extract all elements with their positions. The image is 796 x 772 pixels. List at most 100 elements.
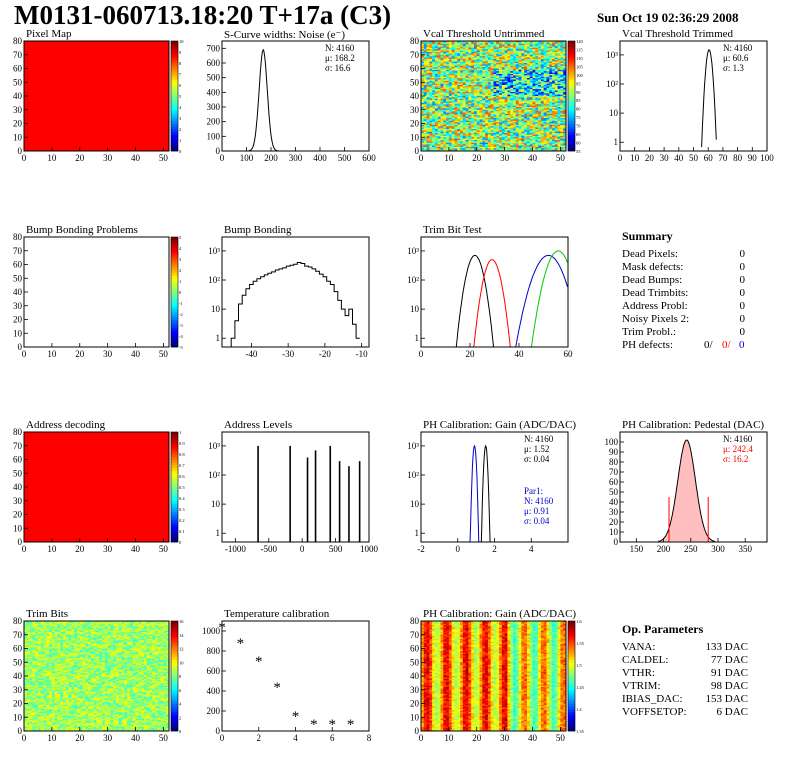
params-label: VTHR: [622,667,655,679]
histogram-line [248,48,279,152]
scale-label: 0.2 [179,518,185,523]
y-tick-label: 800 [207,646,221,656]
x-tick-label: 10 [47,153,57,163]
scatter-point: * [292,709,300,725]
scale-label: 2 [179,127,181,132]
plot-ph-gain-map: 1.35 1.4 1.45 1.5 1.55 1.6 0 10 20 30 40 50 0 10 20 30 4… [410,616,585,743]
stats-text: μ: 168.2 [325,53,355,63]
stats-text-par1: μ: 0.91 [524,506,549,516]
scale-label: 9 [179,50,182,55]
y-tick-label: 10 [609,108,619,118]
x-tick-label: 6 [330,733,335,743]
plot-scurve-noise: 0 100 200 300 400 500 600 0 100 200 300 400 500 600 70… [207,40,376,163]
scale-label: 1.5 [576,663,582,668]
params-label: CALDEL: [622,654,669,666]
x-tick-label: 20 [75,349,85,359]
ph-defects-red: 0/ [722,339,731,351]
scale-label: 55 [576,149,581,154]
x-tick-label: 30 [660,153,670,163]
y-tick-label: 1 [415,333,420,343]
x-tick-label: 40 [131,349,141,359]
x-tick-label: 50 [159,544,169,554]
stats-text: σ: 16.2 [723,454,748,464]
scale-label: -5 [179,345,183,350]
x-tick-label: 40 [515,349,525,359]
params-row: VANA: 133 DAC [622,641,762,654]
histogram-line [658,439,715,542]
y-tick-label: 10 [13,132,23,142]
plot-trim-bits: 0 2 4 6 8 10 12 14 16 0 10 20 30 40 50 0 10 20 30 40 50 60 70 8… [13,616,184,743]
y-tick-label: 80 [410,36,420,46]
plot-frame [221,431,370,543]
scale-label: 4 [179,702,182,707]
stats-text: μ: 60.6 [723,53,749,63]
scale-label: 6 [179,688,182,693]
x-tick-label: 40 [131,153,141,163]
y-tick-label: 30 [13,105,23,115]
x-tick-label: 600 [362,153,376,163]
x-tick-label: 10 [47,349,57,359]
scale-label: 3 [179,257,182,262]
y-tick-label: 80 [410,616,420,626]
plot-title: Temperature calibration [224,608,330,620]
y-tick-label: 100 [605,437,619,447]
params-row: VOFFSETOP: 6 DAC [622,706,762,719]
x-tick-label: -1000 [225,544,246,554]
x-tick-label: 400 [313,153,327,163]
scale-label: -4 [179,334,183,339]
summary-row: Trim Probl.: 0 [622,326,762,339]
params-row: VTHR: 91 DAC [622,667,762,680]
stats-text: μ: 1.52 [524,444,549,454]
stats-text-par1: N: 4160 [524,496,554,506]
plot-title: Bump Bonding [224,224,292,236]
x-tick-label: 40 [131,544,141,554]
x-tick-label: 100 [760,153,774,163]
y-tick-label: 80 [13,232,23,242]
x-tick-label: 90 [748,153,758,163]
x-tick-label: 60 [704,153,714,163]
heatmap-fill [24,432,169,542]
y-tick-label: 40 [609,497,619,507]
x-tick-label: 50 [159,733,169,743]
x-tick-label: -40 [245,349,257,359]
x-tick-label: 0 [300,544,305,554]
x-tick-label: 40 [674,153,684,163]
x-tick-label: 0 [419,733,424,743]
y-tick-label: 10² [407,470,419,480]
y-tick-label: 70 [410,630,420,640]
y-tick-label: 400 [207,87,221,97]
scale-label: 90 [576,90,581,95]
x-tick-label: 0 [22,544,27,554]
y-tick-label: 0 [18,726,23,736]
y-tick-label: 60 [13,455,23,465]
x-tick-label: -500 [261,544,278,554]
scale-label: 0 [179,149,182,154]
plot-frame [221,236,370,348]
x-tick-label: 30 [103,544,113,554]
scale-label: 0.6 [179,474,185,479]
scale-label: 105 [576,64,584,69]
stats-text: N: 4160 [325,43,355,53]
scale-label: 1.6 [576,619,582,624]
x-tick-label: 350 [738,544,752,554]
scale-label: 0.4 [179,496,185,501]
y-tick-label: 70 [13,630,23,640]
y-tick-label: 10² [208,275,220,285]
params-label: VOFFSETOP: [622,706,687,718]
y-tick-label: 10² [606,79,618,89]
scale-label: 0 [179,290,182,295]
y-tick-label: 1 [614,137,619,147]
heatmap-fill [24,41,169,151]
scale-label: 0 [179,540,182,545]
scale-label: 10 [179,660,184,665]
x-tick-label: 50 [556,733,566,743]
scale-label: 1.4 [576,707,582,712]
summary-value: 0 [739,261,746,273]
y-tick-label: 10 [609,527,619,537]
y-tick-label: 40 [410,91,420,101]
plot-title: Trim Bits [26,608,69,620]
scale-label: 5 [179,94,182,99]
scale-label: 0.3 [179,507,185,512]
